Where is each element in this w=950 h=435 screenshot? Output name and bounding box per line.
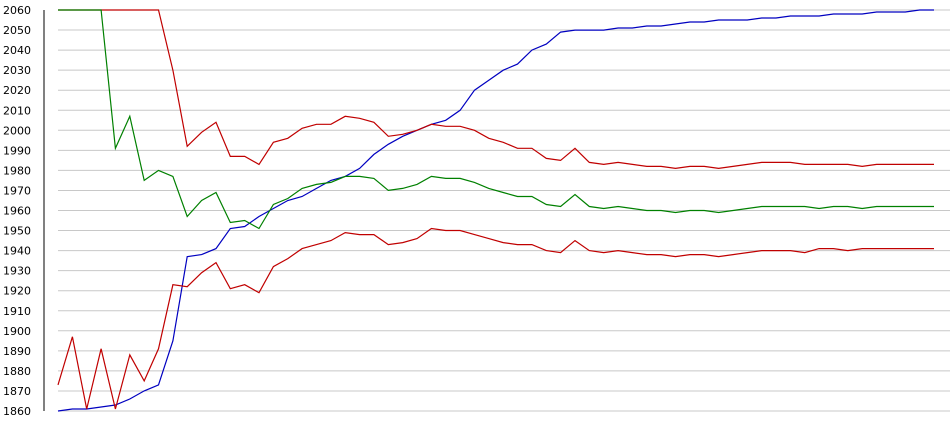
gridlines	[58, 9, 950, 412]
y-tick-label: 2010	[3, 104, 31, 117]
y-axis-tick-labels: 2060 2050 2040 2030 2020 2010 2000 1990 1980 1970…	[3, 4, 31, 418]
y-tick-label: 2000	[3, 124, 31, 137]
y-tick-label: 1860	[3, 405, 31, 418]
y-tick-label: 1970	[3, 184, 31, 197]
y-tick-label: 2040	[3, 44, 31, 57]
y-tick-label: 1990	[3, 144, 31, 157]
series-line-4	[57, 227, 934, 410]
y-tick-label: 1930	[3, 265, 31, 278]
series-line-1	[57, 9, 934, 412]
y-tick-label: 2060	[3, 4, 31, 17]
series-lines	[57, 9, 934, 412]
y-tick-label: 1960	[3, 205, 31, 218]
y-tick-label: 1980	[3, 164, 31, 177]
y-tick-label: 1940	[3, 245, 31, 258]
y-tick-label: 2050	[3, 24, 31, 37]
y-tick-label: 1890	[3, 345, 31, 358]
y-tick-label: 1880	[3, 365, 31, 378]
y-tick-label: 2020	[3, 84, 31, 97]
series-line-3	[58, 9, 934, 230]
y-tick-label: 1910	[3, 305, 31, 318]
y-tick-label: 1950	[3, 225, 31, 238]
y-tick-label: 1900	[3, 325, 31, 338]
y-tick-label: 1920	[3, 285, 31, 298]
series-line-2	[58, 9, 934, 170]
y-tick-label: 1870	[3, 385, 31, 398]
y-tick-label: 2030	[3, 64, 31, 77]
